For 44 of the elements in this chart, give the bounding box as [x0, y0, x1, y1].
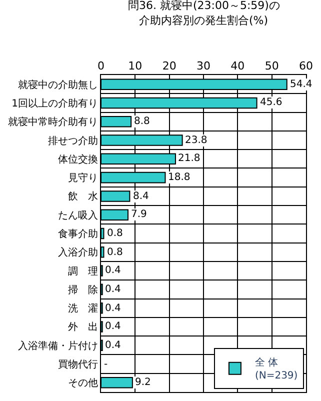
y-tick-label: たん吸入 [58, 209, 98, 222]
y-tick-label: 1回以上の介助有り [12, 97, 98, 110]
y-tick-label: 入浴介助 [58, 246, 98, 259]
y-tick-label: 就寝中常時介助有り [8, 116, 98, 128]
y-tick-label: 調 理 [68, 265, 98, 278]
data-label: 0.4 [105, 265, 121, 276]
data-label: 9.2 [135, 377, 151, 388]
y-tick-label: 買物代行 [58, 360, 98, 371]
data-label: 0.4 [105, 284, 121, 295]
data-label: 0.4 [105, 321, 121, 332]
y-tick-label: 食事介助 [58, 228, 98, 240]
x-tick-label: 50 [264, 60, 279, 73]
x-tick-label: 30 [196, 60, 210, 73]
x-tick-label: 0 [98, 60, 104, 73]
y-tick-label: 洗 濯 [68, 302, 98, 315]
y-tick-label: その他 [68, 377, 98, 390]
y-tick-label: 掃 除 [68, 284, 98, 296]
y-tick-label: 就寝中の介助無し [18, 78, 98, 91]
x-tick-label: 40 [230, 60, 245, 73]
legend-label: 全 体 (N=239) [254, 356, 298, 382]
data-label: 0.4 [105, 340, 121, 351]
y-tick-label: 体位交換 [58, 153, 98, 166]
y-tick-label: 入浴準備・片付け [18, 340, 98, 352]
data-label: 45.6 [260, 97, 282, 108]
chart-subtitle: 介助内容別の発生割合(%) [139, 14, 268, 27]
y-tick-label: 外 出 [68, 321, 98, 334]
data-label: 0.8 [107, 228, 123, 239]
data-label: 21.8 [178, 153, 200, 164]
chart-title: 問36. 就寝中(23:00～5:59)の [128, 0, 280, 12]
y-tick-label: 見守り [68, 172, 98, 184]
data-label: 7.9 [131, 209, 147, 220]
x-tick-label: 60 [299, 60, 313, 73]
y-tick-label: 飲 水 [68, 190, 98, 203]
y-tick-label: 排せつ介助 [48, 134, 98, 147]
data-label: 23.8 [185, 135, 208, 146]
x-tick-label: 20 [162, 60, 176, 73]
text: - [104, 359, 108, 370]
data-label: 54.4 [290, 79, 312, 90]
data-label: 0.8 [107, 247, 123, 258]
data-label: 0.4 [105, 303, 121, 314]
data-label: 8.4 [133, 191, 149, 202]
x-tick-label: 10 [128, 60, 142, 73]
data-label: 18.8 [168, 172, 190, 183]
data-label: 8.8 [134, 116, 150, 127]
